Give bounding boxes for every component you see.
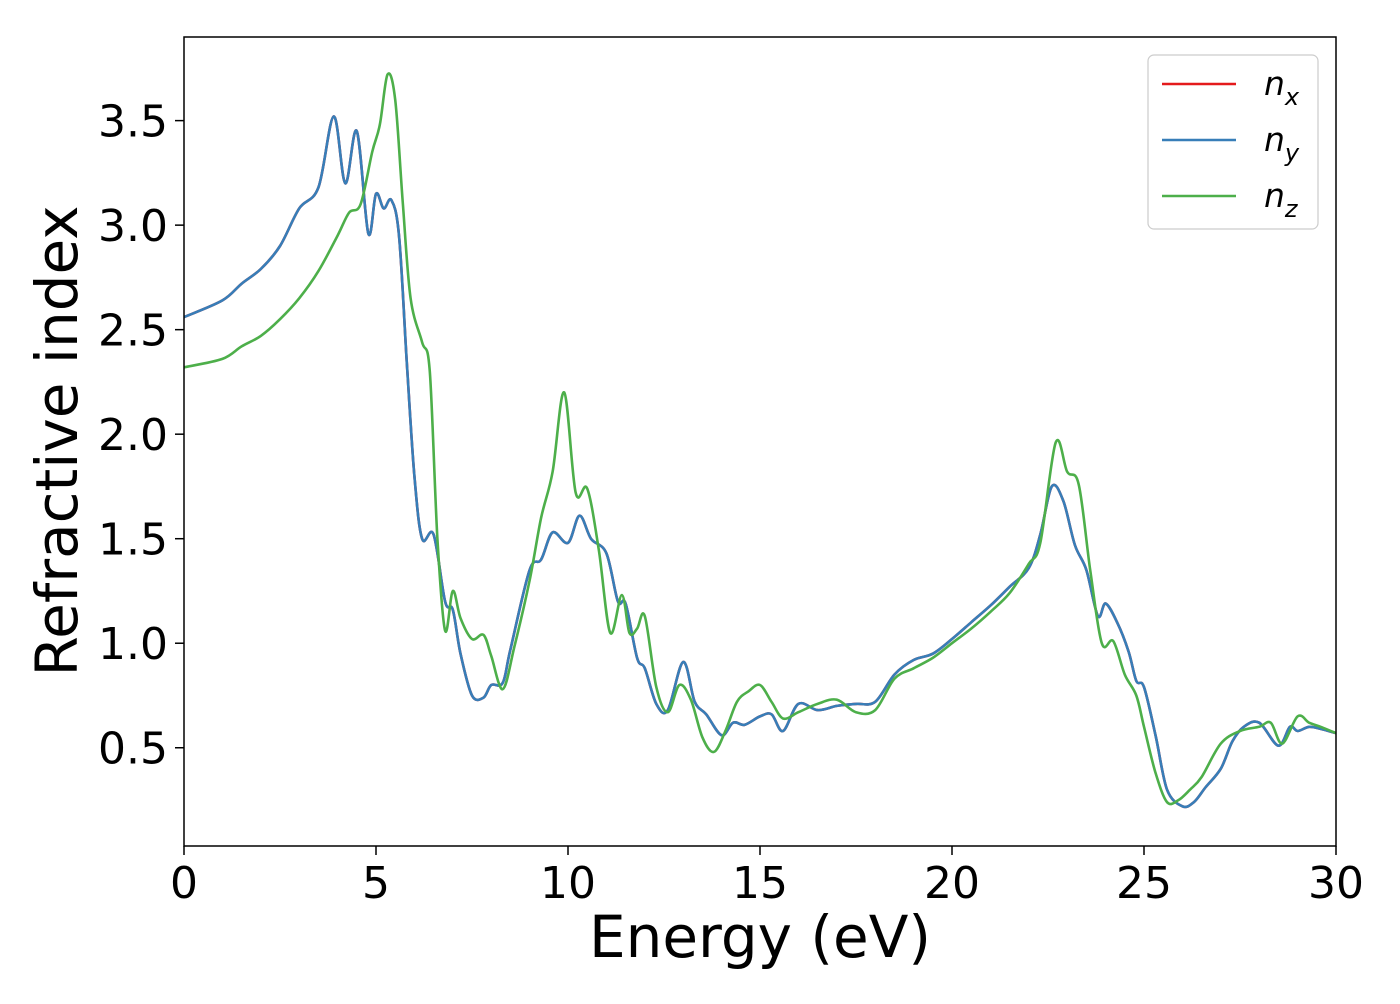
x-tick-label: 0	[170, 858, 198, 909]
x-tick-label: 5	[362, 858, 390, 909]
x-tick-label: 20	[924, 858, 980, 909]
y-axis-ticks: 0.5 1.0 1.5 2.0 2.5 3.0 3.5	[98, 97, 184, 775]
y-tick-label: 3.0	[98, 201, 168, 252]
series-line-y	[184, 115, 1336, 809]
legend-box	[1147, 54, 1319, 230]
series-lines	[184, 72, 1336, 809]
y-tick-label: 1.0	[98, 619, 168, 670]
y-tick-label: 3.5	[98, 97, 168, 148]
x-tick-label: 25	[1116, 858, 1172, 909]
y-tick-label: 2.5	[98, 306, 168, 357]
x-tick-label: 10	[540, 858, 596, 909]
y-tick-label: 1.5	[98, 515, 168, 566]
x-tick-label: 15	[732, 858, 788, 909]
x-tick-label: 30	[1308, 858, 1364, 909]
y-axis-label: Refractive index	[23, 205, 91, 676]
y-tick-label: 2.0	[98, 410, 168, 461]
y-tick-label: 0.5	[98, 724, 168, 775]
series-line-z	[184, 72, 1336, 806]
x-axis-label: Energy (eV)	[589, 903, 931, 971]
x-axis-ticks: 0 5 10 15 20 25 30	[170, 846, 1364, 909]
